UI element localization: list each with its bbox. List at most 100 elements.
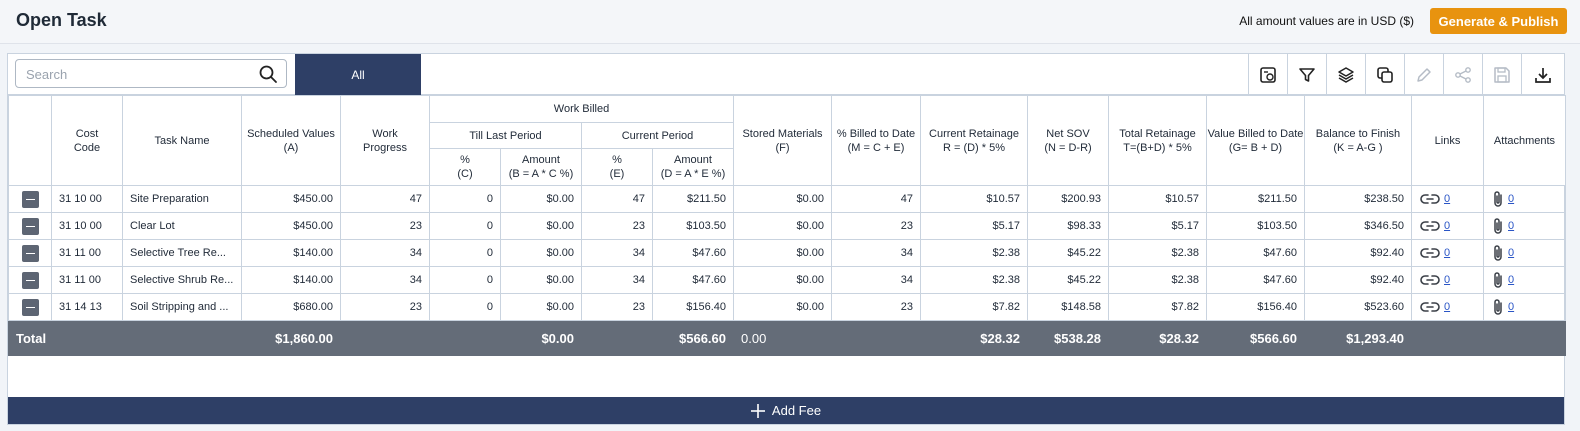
link-icon[interactable] (1420, 246, 1440, 260)
cell-net-sov: $45.22 (1027, 266, 1109, 294)
copy-button[interactable] (1365, 54, 1404, 95)
link-icon[interactable] (1420, 192, 1440, 206)
attachments-count[interactable]: 0 (1508, 193, 1515, 205)
header-scheduled-values[interactable]: Scheduled Values (A) (241, 95, 341, 186)
search-icon[interactable] (258, 64, 278, 84)
paperclip-icon[interactable] (1492, 244, 1504, 262)
save-button[interactable] (1482, 54, 1521, 95)
link-icon[interactable] (1420, 219, 1440, 233)
cell-value-billed: $156.40 (1206, 293, 1305, 321)
header-b-amount[interactable]: Amount (B = A * C %) (500, 148, 582, 186)
header-e-percent[interactable]: % (E) (581, 148, 653, 186)
cell-balance: $92.40 (1304, 239, 1412, 267)
total-balance: $1,293.40 (1304, 320, 1412, 356)
cell-attachments: 0 (1483, 266, 1566, 294)
collapse-row-button[interactable] (21, 217, 39, 235)
header-total-retainage[interactable]: Total Retainage T=(B+D) * 5% (1108, 95, 1207, 186)
cell-stored[interactable]: $0.00 (733, 239, 832, 267)
header-cost-code[interactable]: Cost Code (51, 95, 123, 186)
paperclip-icon[interactable] (1492, 217, 1504, 235)
cell-progress[interactable]: 23 (340, 212, 430, 240)
download-button[interactable] (1521, 54, 1564, 95)
cell-links: 0 (1411, 212, 1484, 240)
total-scheduled: $1,860.00 (122, 320, 341, 356)
header-stored-materials[interactable]: Stored Materials (F) (733, 95, 832, 186)
share-button[interactable] (1443, 54, 1482, 95)
generate-publish-button[interactable]: Generate & Publish (1430, 8, 1567, 34)
cell-b-amount: $0.00 (500, 185, 582, 213)
links-count[interactable]: 0 (1444, 220, 1451, 232)
links-count[interactable]: 0 (1444, 274, 1451, 286)
attachments-count[interactable]: 0 (1508, 247, 1515, 259)
link-icon[interactable] (1420, 273, 1440, 287)
cell-net-sov: $98.33 (1027, 212, 1109, 240)
links-count[interactable]: 0 (1444, 301, 1451, 313)
cell-e-percent: 47 (581, 185, 653, 213)
header-task-name[interactable]: Task Name (122, 95, 242, 186)
links-count[interactable]: 0 (1444, 247, 1451, 259)
cell-stored[interactable]: $0.00 (733, 293, 832, 321)
attachments-count[interactable]: 0 (1508, 274, 1515, 286)
cell-retainage: $5.17 (920, 212, 1028, 240)
links-count[interactable]: 0 (1444, 193, 1451, 205)
table-row: 31 11 00 Selective Tree Re... $140.00 34… (8, 239, 1566, 267)
header-net-sov[interactable]: Net SOV (N = D-R) (1027, 95, 1109, 186)
search-input[interactable] (26, 65, 246, 83)
paperclip-icon[interactable] (1492, 298, 1504, 316)
header-billed-to-date[interactable]: % Billed to Date (M = C + E) (831, 95, 921, 186)
cell-task-name: Selective Shrub Re... (122, 266, 242, 294)
edit-icon (1417, 67, 1431, 82)
collapse-row-button[interactable] (21, 244, 39, 262)
cell-b-amount: $0.00 (500, 266, 582, 294)
total-label: Total (8, 320, 123, 356)
total-total-retainage: $28.32 (1108, 320, 1207, 356)
task-panel: All (7, 53, 1566, 425)
total-net-sov: $538.28 (1027, 320, 1109, 356)
cell-billed-pct: 47 (831, 185, 921, 213)
cell-total-retainage: $10.57 (1108, 185, 1207, 213)
cell-scheduled: $680.00 (241, 293, 341, 321)
header-c-percent[interactable]: % (C) (429, 148, 501, 186)
edit-button[interactable] (1404, 54, 1443, 95)
cell-links: 0 (1411, 266, 1484, 294)
attachments-count[interactable]: 0 (1508, 220, 1515, 232)
cell-d-amount: $211.50 (652, 185, 734, 213)
search-box[interactable] (15, 59, 287, 88)
paperclip-icon[interactable] (1492, 271, 1504, 289)
collapse-row-button[interactable] (21, 298, 39, 316)
cell-progress[interactable]: 47 (340, 185, 430, 213)
cell-progress[interactable]: 23 (340, 293, 430, 321)
filter-button[interactable] (1287, 54, 1326, 95)
cell-progress[interactable]: 34 (340, 239, 430, 267)
cell-net-sov: $200.93 (1027, 185, 1109, 213)
cell-value-billed: $47.60 (1206, 239, 1305, 267)
cell-stored[interactable]: $0.00 (733, 212, 832, 240)
header-till-last-period: Till Last Period (429, 122, 582, 149)
cell-cost-code: 31 11 00 (51, 266, 123, 294)
cell-e-percent: 23 (581, 293, 653, 321)
header-attachments: Attachments (1483, 95, 1566, 186)
header-work-progress[interactable]: Work Progress (340, 95, 430, 186)
cell-progress[interactable]: 34 (340, 266, 430, 294)
cell-stored[interactable]: $0.00 (733, 185, 832, 213)
cell-c-percent: 0 (429, 212, 501, 240)
cell-scheduled: $450.00 (241, 212, 341, 240)
layers-button[interactable] (1326, 54, 1365, 95)
header-current-retainage[interactable]: Current Retainage R = (D) * 5% (920, 95, 1028, 186)
header-d-amount[interactable]: Amount (D = A * E %) (652, 148, 734, 186)
add-fee-button[interactable]: Add Fee (8, 397, 1564, 424)
table-row: 31 10 00 Clear Lot $450.00 23 0 $0.00 23… (8, 212, 1566, 240)
collapse-row-button[interactable] (21, 271, 39, 289)
cell-stored[interactable]: $0.00 (733, 266, 832, 294)
header-balance-to-finish[interactable]: Balance to Finish (K = A-G ) (1304, 95, 1412, 186)
paperclip-icon[interactable] (1492, 190, 1504, 208)
collapse-row-button[interactable] (21, 190, 39, 208)
add-fee-label: Add Fee (771, 403, 822, 418)
attachments-count[interactable]: 0 (1508, 301, 1515, 313)
header-value-billed[interactable]: Value Billed to Date (G= B + D) (1206, 95, 1305, 186)
cell-balance: $523.60 (1304, 293, 1412, 321)
tab-all[interactable]: All (295, 54, 421, 95)
page-header: Open Task All amount values are in USD (… (0, 0, 1580, 44)
column-settings-button[interactable] (1248, 54, 1287, 95)
link-icon[interactable] (1420, 300, 1440, 314)
